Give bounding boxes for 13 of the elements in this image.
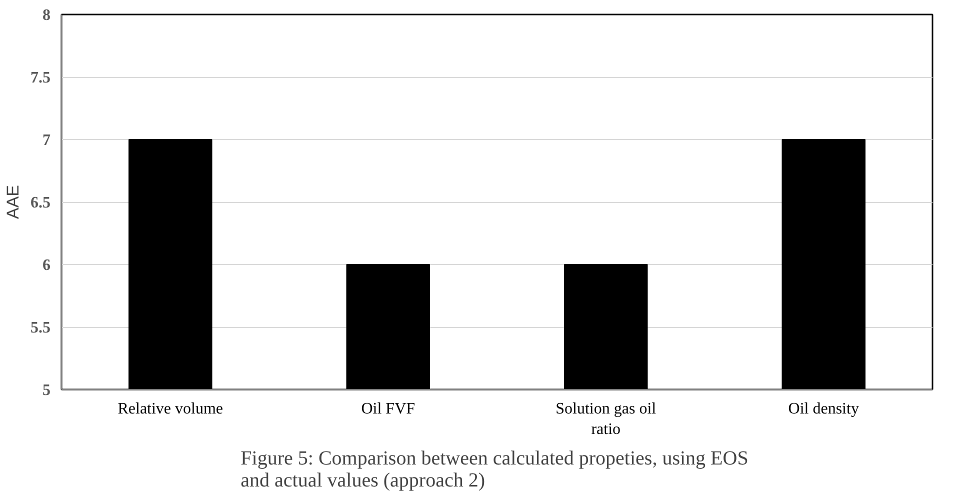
y-tick-label: 7.5	[30, 70, 50, 86]
y-tick-label: 6	[42, 257, 50, 274]
y-tick-label: 6.5	[30, 194, 50, 212]
x-tick-label: Relative volume	[118, 400, 224, 418]
x-tick-label: Oil FVF	[361, 400, 416, 418]
x-tick-label: Solution gas oil ratio	[556, 400, 657, 438]
y-axis-title: AAE	[4, 184, 22, 220]
y-tick-label: 5	[42, 382, 50, 399]
y-tick-label: 7	[42, 132, 50, 149]
y-tick-label: 8	[42, 7, 50, 24]
x-tick-label: Oil density	[788, 400, 859, 418]
text: Figure 5: Comparison between calculated propeties, using EOS and actual values (approach 2)	[240, 448, 748, 492]
y-tick-label: 5.5	[30, 320, 50, 336]
